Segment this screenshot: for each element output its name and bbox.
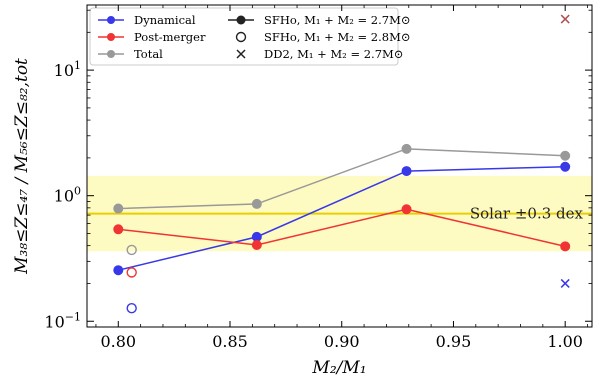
axes: 0.80 0.85 0.90 0.95 1.00 10−1 100 101 bbox=[44, 4, 593, 351]
legend-label: Total bbox=[134, 47, 163, 61]
open-circle-point bbox=[126, 303, 137, 314]
data-point-dynamical bbox=[401, 166, 412, 177]
series-line-post-merger bbox=[118, 208, 566, 248]
cross-point bbox=[560, 278, 570, 288]
legend-marker bbox=[236, 15, 246, 25]
legend-marker bbox=[236, 49, 246, 59]
legend-marker bbox=[107, 16, 115, 24]
data-point-total bbox=[560, 150, 571, 161]
x-tick-label: 0.85 bbox=[212, 332, 248, 351]
data-point-post-merger bbox=[401, 204, 412, 215]
open-circle-point bbox=[126, 244, 137, 256]
cross-point bbox=[560, 14, 570, 24]
data-point-dynamical bbox=[113, 265, 124, 276]
solar-band-label: Solar ±0.3 dex bbox=[470, 205, 584, 223]
x-tick-label: 0.95 bbox=[436, 332, 472, 351]
plot-frame bbox=[86, 4, 593, 328]
x-tick-label: 1.00 bbox=[547, 332, 583, 351]
open-circle-point bbox=[126, 267, 137, 278]
legend-box bbox=[89, 7, 399, 66]
x-axis-label: M₂/M₁ bbox=[311, 358, 366, 378]
legend-marker bbox=[107, 33, 115, 41]
data-point-total bbox=[401, 143, 412, 154]
plot-clip-group bbox=[87, 14, 592, 314]
x-tick-label: 0.90 bbox=[324, 332, 360, 351]
plot-area bbox=[87, 14, 592, 314]
data-point-post-merger bbox=[560, 241, 571, 252]
y-tick-label: 100 bbox=[54, 185, 81, 206]
series-line-dynamical bbox=[118, 165, 566, 271]
series-line-total bbox=[118, 148, 566, 210]
legend-marker bbox=[107, 50, 115, 58]
legend-label: Post-merger bbox=[134, 30, 206, 44]
data-point-post-merger bbox=[251, 239, 262, 250]
y-tick-label: 10−1 bbox=[44, 310, 81, 331]
data-point-total bbox=[113, 203, 124, 214]
data-point-post-merger bbox=[113, 224, 124, 235]
legend: Dynamical Post-merger Total SFHo, M₁ + M₂ =… bbox=[89, 7, 411, 66]
legend-marker bbox=[235, 31, 247, 43]
legend-label: Dynamical bbox=[134, 13, 196, 27]
data-point-dynamical bbox=[560, 161, 571, 172]
x-tick-label: 0.80 bbox=[100, 332, 136, 351]
legend-label: SFHo, M₁ + M₂ = 2.8M⊙ bbox=[264, 30, 411, 44]
data-point-total bbox=[251, 198, 262, 209]
legend-label: DD2, M₁ + M₂ = 2.7M⊙ bbox=[264, 47, 403, 61]
y-axis-label: M₃₈≤Z≤₄₇ / M₅₆≤Z≤₈₂,tot bbox=[12, 58, 32, 275]
y-tick-label: 101 bbox=[54, 59, 81, 80]
legend-label: SFHo, M₁ + M₂ = 2.7M⊙ bbox=[264, 13, 411, 27]
